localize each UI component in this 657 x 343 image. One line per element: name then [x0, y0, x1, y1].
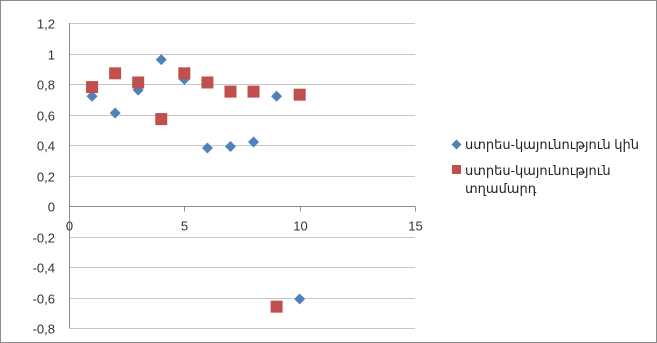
- y-tick-label: 1,2: [37, 17, 55, 32]
- y-tick-label: 0,4: [37, 139, 55, 154]
- y-tick-label: -0,8: [33, 322, 55, 337]
- square-point: [270, 300, 283, 313]
- square-point: [293, 88, 306, 101]
- diamond-point: [155, 54, 167, 66]
- y-tick-label: -0,4: [33, 261, 55, 276]
- y-tick-label: 0,8: [37, 78, 55, 93]
- legend: ստրես-կայունություն կին ստրես-կայունությ…: [451, 136, 652, 206]
- y-tick-label: -0,2: [33, 231, 55, 246]
- x-tick-label: 5: [181, 219, 188, 234]
- x-tick-label: 0: [66, 219, 73, 234]
- data-points: [86, 54, 306, 313]
- diamond-point: [294, 293, 306, 305]
- y-tick-label: 1: [48, 48, 55, 63]
- diamond-point: [201, 142, 213, 154]
- axes: [69, 23, 416, 328]
- square-point: [86, 81, 99, 94]
- square-point: [132, 76, 145, 89]
- y-tick-label: -0,6: [33, 292, 55, 307]
- square-point: [178, 67, 191, 80]
- square-point: [201, 76, 214, 89]
- legend-label-female: ստրես-կայունություն կին: [465, 137, 639, 152]
- legend-label-male: ստրես-կայունություն տղամարդ: [465, 163, 611, 196]
- diamond-marker-icon: [451, 136, 462, 154]
- y-tick-label: 0: [48, 200, 55, 215]
- legend-entry-female: ստրես-կայունություն կին: [451, 136, 652, 154]
- legend-entry-male: ստրես-կայունություն տղամարդ: [452, 162, 652, 198]
- diamond-point: [248, 136, 260, 148]
- square-point: [155, 113, 168, 126]
- diamond-point: [271, 90, 283, 102]
- tick-labels: 1,2 1 0,8 0,6 0,4 0,2 0 -0,2 -0,4 -0,6 -0,8 0 5 10 15: [33, 17, 423, 337]
- diamond-point: [86, 90, 98, 102]
- square-point: [247, 85, 260, 98]
- y-tick-label: 0,2: [37, 170, 55, 185]
- square-point: [224, 85, 237, 98]
- diamond-point: [224, 141, 236, 153]
- x-tick-label: 15: [408, 219, 422, 234]
- x-tick-label: 10: [293, 219, 307, 234]
- square-point: [109, 67, 122, 80]
- square-marker-icon: [452, 162, 462, 180]
- diamond-point: [109, 107, 121, 119]
- y-tick-label: 0,6: [37, 109, 55, 124]
